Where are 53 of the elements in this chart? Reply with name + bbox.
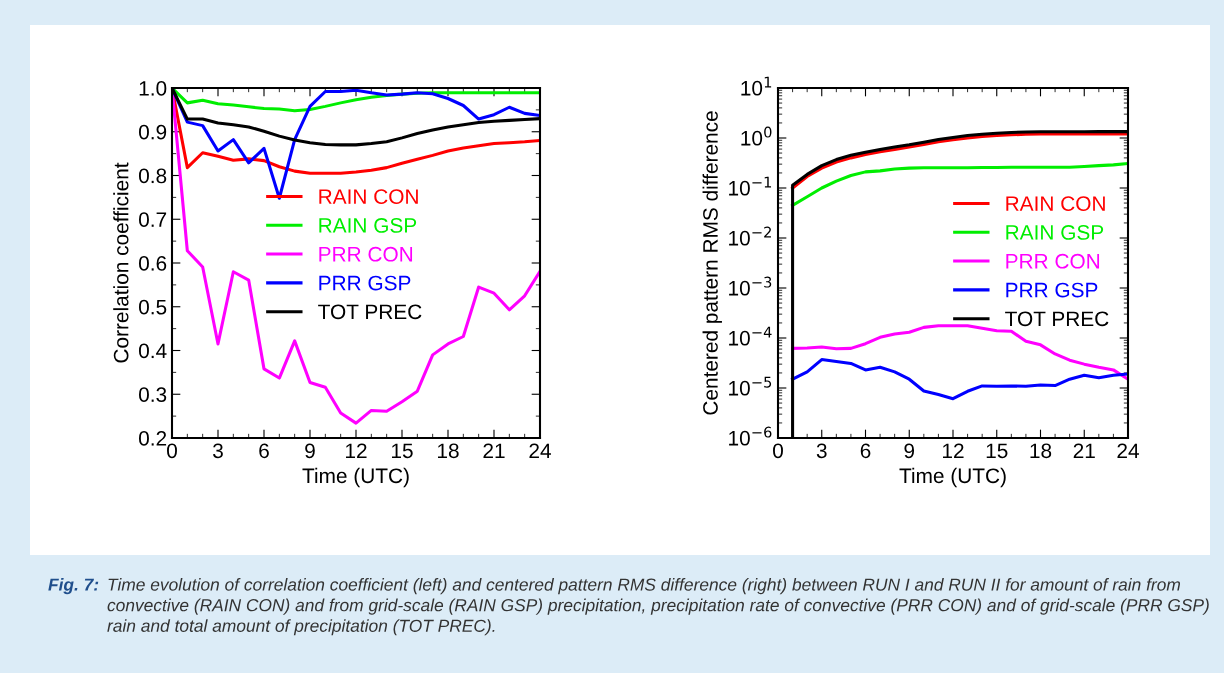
x-tick-label: 3 <box>213 443 223 459</box>
x-tick-label: 15 <box>986 443 1008 459</box>
legend-label: PRR CON <box>1006 253 1100 269</box>
legend-label: RAIN CON <box>319 189 418 204</box>
x-tick-label: 9 <box>904 443 915 459</box>
x-tick-label: 6 <box>259 443 269 459</box>
legend-label: RAIN GSP <box>1006 225 1104 240</box>
x-tick-label: 24 <box>1117 443 1139 458</box>
line-series <box>791 132 1128 190</box>
legend-label: TOT PREC <box>318 304 422 320</box>
x-axis-title: Time (UTC) <box>302 467 409 488</box>
y-tick-label: 10$^{1}$ <box>741 76 772 96</box>
y-tick-label: 10$^{−2}$ <box>729 226 771 246</box>
caption: Fig. 7: <box>48 578 99 595</box>
x-tick-label: 21 <box>483 443 505 458</box>
x-tick-label: 0 <box>773 443 783 459</box>
y-tick-label: 0.9 <box>138 124 167 140</box>
y-tick-label: 10$^{−5}$ <box>729 376 772 396</box>
y-axis-title: Correlation coefficient <box>113 162 129 363</box>
y-axis-title: Centered pattern RMS difference <box>702 111 722 415</box>
x-tick-label: 24 <box>529 443 551 458</box>
legend-label: PRR GSP <box>319 275 411 291</box>
y-tick-label: 10$^{−4}$ <box>729 326 772 346</box>
y-tick-label: 0.3 <box>138 387 167 402</box>
y-tick-label: 10$^{−6}$ <box>729 426 772 446</box>
x-axis-title: Time (UTC) <box>899 467 1006 488</box>
legend-label: RAIN CON <box>1006 196 1105 211</box>
x-tick-label: 0 <box>167 443 177 459</box>
x-tick-label: 18 <box>438 443 459 459</box>
legend-label: PRR GSP <box>1006 282 1098 298</box>
x-tick-label: 3 <box>816 443 827 459</box>
y-tick-label: 10$^{−3}$ <box>729 276 772 296</box>
legend-label: RAIN GSP <box>319 218 417 233</box>
x-tick-label: 15 <box>392 443 413 459</box>
x-tick-label: 12 <box>943 443 964 458</box>
y-tick-label: 0.2 <box>138 431 167 446</box>
y-tick-label: 1.0 <box>139 81 167 96</box>
x-tick-label: 21 <box>1073 443 1095 458</box>
x-tick-label: 6 <box>860 443 871 459</box>
y-tick-label: 0.5 <box>138 299 167 315</box>
y-tick-label: 10$^{0}$ <box>741 126 772 146</box>
legend-label: PRR CON <box>319 246 413 262</box>
x-tick-label: 9 <box>305 443 315 459</box>
x-tick-label: 18 <box>1030 443 1052 459</box>
text: Time evolution of correlation coefficient (left) and centered pattern RMS difference (right) between RUN I and RUN II for amount of rain from convective (RAIN CON) and from grid-scale (RAIN GSP) precipitation, precipitation rate of convective (PRR CON) and of grid-scale (PRR GSP) rain and total amount of precipitation (TOT PREC). <box>107 578 1209 636</box>
y-tick-label: 0.4 <box>138 343 167 359</box>
y-tick-label: 0.8 <box>138 168 167 184</box>
legend-label: TOT PREC <box>1005 311 1109 327</box>
y-tick-label: 10$^{−1}$ <box>729 176 772 196</box>
line-series <box>791 358 1128 401</box>
y-tick-label: 0.7 <box>138 212 167 227</box>
y-tick-label: 0.6 <box>138 256 167 271</box>
x-tick-label: 12 <box>346 443 367 458</box>
